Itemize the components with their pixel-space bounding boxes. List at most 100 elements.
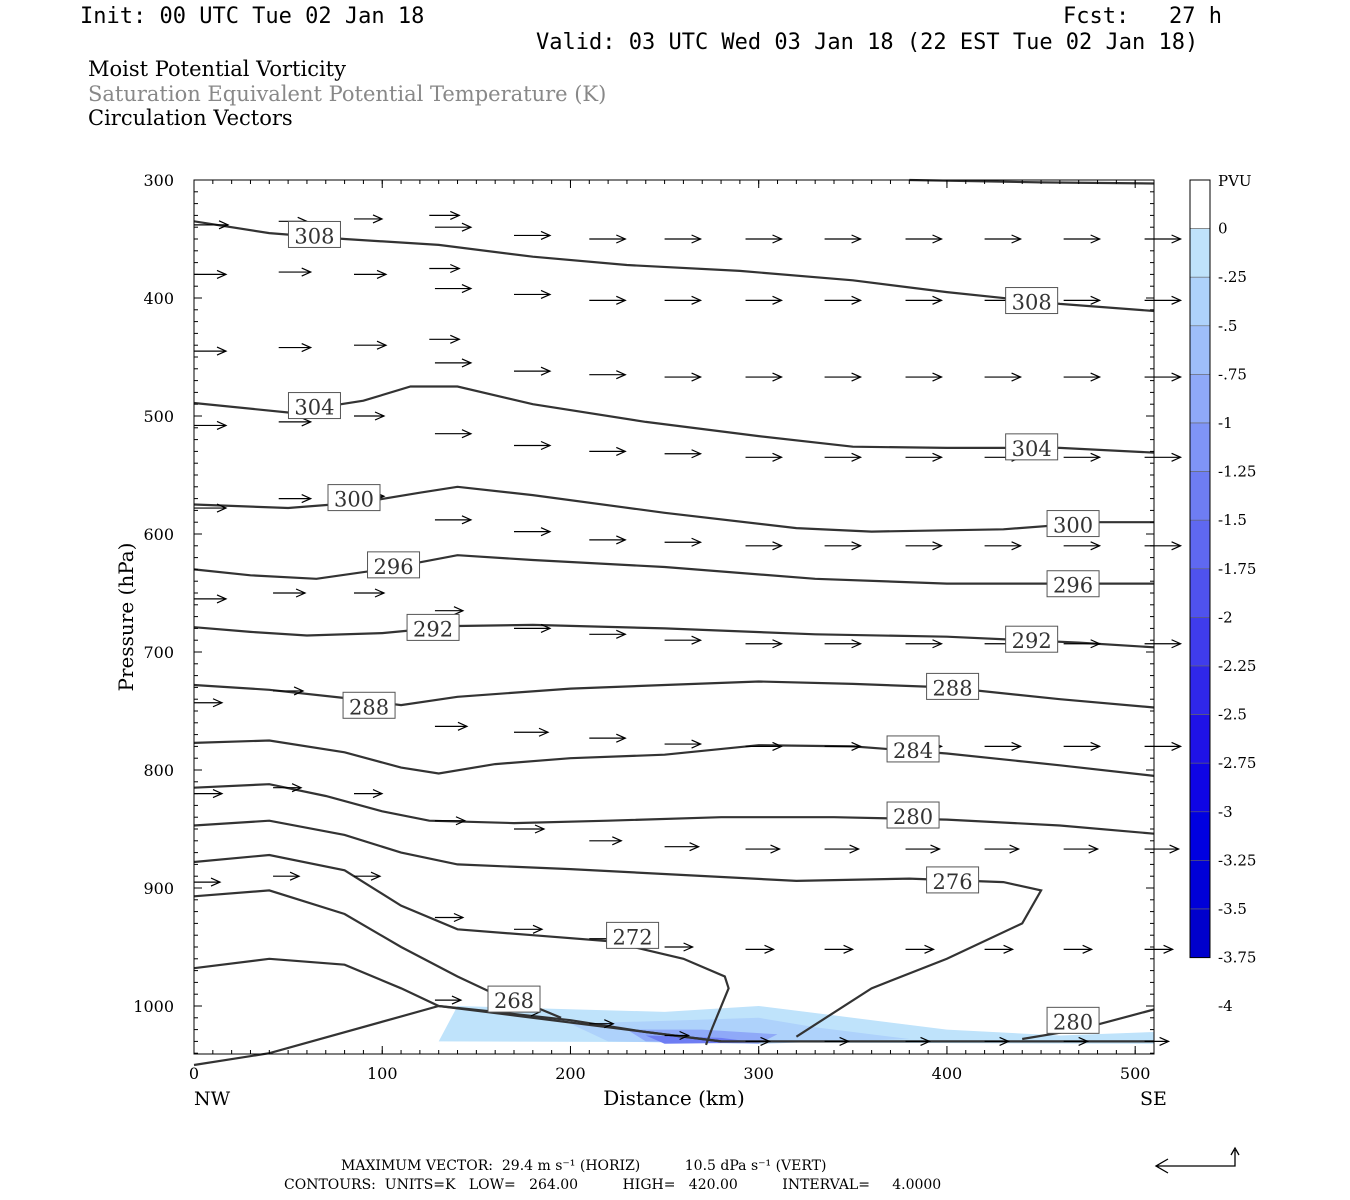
x-tick-label: 100 bbox=[367, 1064, 398, 1083]
circulation-vector bbox=[745, 639, 784, 649]
colorbar: 0 -.25 -.5 -.75 -1 -1.25 -1.5 -1.75 -2 -2.25 -2.5 -… bbox=[1189, 179, 1256, 1015]
circulation-vector bbox=[434, 284, 473, 294]
circulation-vector bbox=[1144, 1036, 1171, 1046]
circulation-vector bbox=[984, 541, 1023, 551]
colorbar-tick-label: -3 bbox=[1218, 803, 1233, 821]
x-end-label-se: SE bbox=[1140, 1088, 1167, 1110]
contour-label-text: 296 bbox=[1053, 574, 1093, 598]
contour-label-text: 300 bbox=[1053, 514, 1093, 538]
colorbar-frame bbox=[1189, 179, 1211, 959]
colorbar-swatch bbox=[1189, 471, 1211, 521]
circulation-vector bbox=[824, 295, 863, 305]
circulation-vector bbox=[824, 234, 863, 244]
circulation-vector bbox=[824, 639, 863, 649]
circulation-vector bbox=[905, 372, 944, 382]
circulation-vector bbox=[664, 372, 703, 382]
x-axis-title: Distance (km) bbox=[603, 1086, 745, 1110]
contour-label: 300 bbox=[327, 484, 381, 512]
circulation-vector bbox=[1063, 844, 1100, 854]
colorbar-tick-label: -.25 bbox=[1218, 268, 1247, 286]
circulation-vector bbox=[278, 343, 313, 353]
circulation-vector bbox=[745, 295, 784, 305]
circulation-vector bbox=[1063, 741, 1102, 751]
circulation-vector bbox=[434, 816, 467, 826]
circulation-vector bbox=[589, 370, 627, 380]
circulation-vector bbox=[434, 995, 463, 1005]
circulation-vector bbox=[514, 289, 552, 300]
colorbar-tick-label: -4 bbox=[1218, 997, 1233, 1015]
circulation-vector bbox=[664, 234, 703, 244]
circulation-vector bbox=[194, 503, 228, 513]
circulation-vector bbox=[824, 844, 861, 854]
circulation-vector bbox=[434, 912, 465, 923]
contour-label: 272 bbox=[606, 921, 660, 949]
circulation-vector bbox=[194, 789, 224, 799]
isentrope-line bbox=[193, 819, 1043, 1038]
colorbar-tick-label: -2.25 bbox=[1218, 657, 1256, 675]
circulation-vector bbox=[354, 588, 386, 598]
y-tick-label: 800 bbox=[143, 761, 174, 780]
contour-label-text: 308 bbox=[1012, 291, 1052, 315]
circulation-vector bbox=[354, 269, 388, 279]
isentrope-line bbox=[193, 783, 1155, 835]
circulation-vector bbox=[354, 340, 388, 350]
circulation-vector bbox=[514, 230, 552, 241]
circulation-vector bbox=[824, 1036, 851, 1046]
circulation-vector bbox=[1144, 372, 1183, 382]
circulation-vector bbox=[745, 844, 782, 854]
circulation-vector bbox=[278, 494, 313, 504]
circulation-vector bbox=[589, 733, 627, 743]
field-title-vectors: Circulation Vectors bbox=[88, 106, 293, 130]
circulation-vector bbox=[905, 639, 944, 649]
circulation-vector bbox=[984, 944, 1015, 954]
circulation-vector bbox=[589, 836, 623, 846]
colorbar-swatch bbox=[1189, 665, 1211, 715]
circulation-vector bbox=[664, 842, 701, 852]
circulation-vector bbox=[1063, 452, 1102, 462]
circulation-vector bbox=[1063, 295, 1102, 305]
colorbar-swatch bbox=[1189, 811, 1211, 861]
isentrope-line bbox=[909, 178, 1155, 185]
contour-label-text: 292 bbox=[413, 617, 453, 641]
colorbar-swatch bbox=[1189, 228, 1211, 278]
contour-label-text: 272 bbox=[613, 925, 653, 949]
y-tick-label: 900 bbox=[143, 879, 174, 898]
circulation-vector bbox=[664, 739, 703, 749]
circulation-vector bbox=[745, 944, 776, 954]
colorbar-swatch bbox=[1189, 179, 1211, 229]
circulation-vector bbox=[664, 449, 703, 459]
field-title-theta-es: Saturation Equivalent Potential Temperat… bbox=[88, 82, 607, 106]
circulation-vector bbox=[1063, 639, 1102, 649]
circulation-vector bbox=[745, 541, 784, 551]
reference-vector bbox=[1154, 1146, 1240, 1174]
contour-label-text: 280 bbox=[893, 805, 933, 829]
contour-label-text: 296 bbox=[373, 555, 413, 579]
circulation-vector bbox=[984, 844, 1021, 854]
circulation-vector bbox=[514, 623, 552, 633]
circulation-vector bbox=[273, 686, 305, 696]
isentrope-line bbox=[193, 1004, 1154, 1067]
y-axis-title: Pressure (hPa) bbox=[114, 543, 138, 692]
contour-label: 292 bbox=[406, 613, 460, 641]
contour-label-text: 304 bbox=[294, 396, 334, 420]
x-end-label-nw: NW bbox=[194, 1088, 231, 1110]
colorbar-swatch bbox=[1189, 762, 1211, 813]
circulation-vector bbox=[1063, 541, 1102, 551]
contour-label: 280 bbox=[886, 801, 940, 829]
circulation-vector bbox=[824, 944, 855, 954]
circulation-vector bbox=[434, 721, 469, 731]
footer-contours: CONTOURS: UNITS=K LOW= 264.00 HIGH= 420.… bbox=[284, 1177, 942, 1193]
contour-label: 276 bbox=[926, 866, 980, 894]
circulation-vector bbox=[589, 629, 627, 639]
contour-label: 288 bbox=[342, 691, 396, 719]
y-tick-label: 600 bbox=[143, 525, 174, 544]
colorbar-tick-label: -2.5 bbox=[1218, 706, 1247, 724]
circulation-vector bbox=[905, 295, 944, 305]
circulation-vector bbox=[273, 588, 307, 598]
colorbar-swatch bbox=[1189, 325, 1211, 375]
y-tick-label: 1000 bbox=[133, 997, 174, 1016]
circulation-vector bbox=[824, 541, 863, 551]
circulation-vector bbox=[589, 295, 627, 305]
x-tick-label: 400 bbox=[932, 1064, 963, 1083]
circulation-vector bbox=[194, 877, 222, 887]
